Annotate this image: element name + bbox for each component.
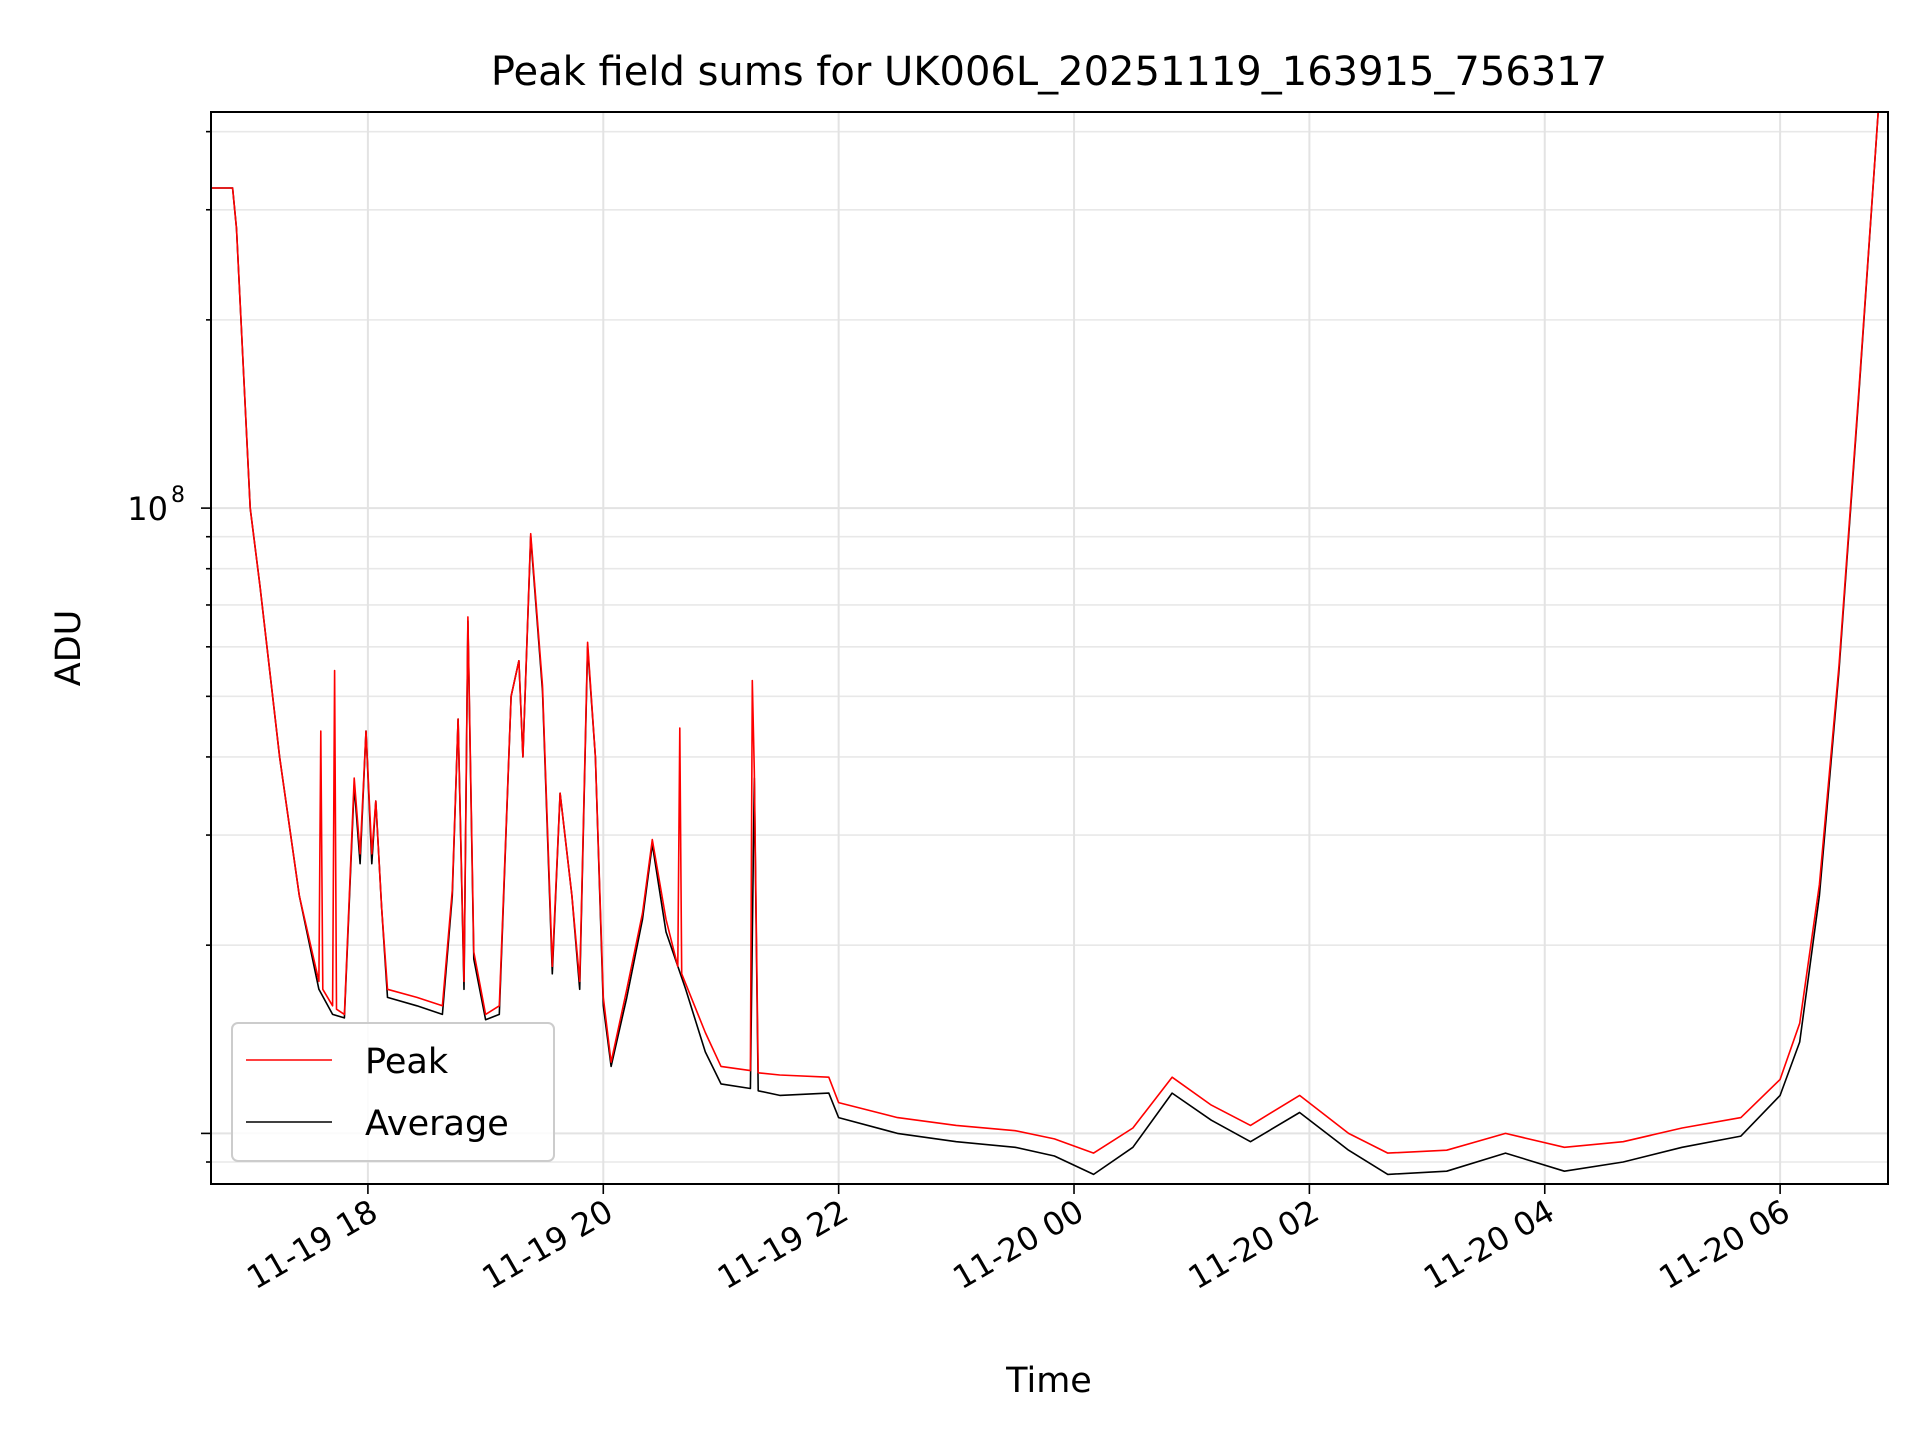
series-line-peak bbox=[211, 112, 1879, 1154]
series-layer bbox=[211, 112, 1879, 1176]
legend-box bbox=[231, 1022, 555, 1162]
y-axis-label: ADU bbox=[49, 610, 89, 687]
legend-label-peak: Peak bbox=[365, 1042, 449, 1082]
plot-background bbox=[211, 112, 1888, 1184]
y-tick-label-base: 10 bbox=[127, 490, 168, 528]
chart-title: Peak field sums for UK006L_20251119_1639… bbox=[491, 49, 1607, 95]
plot-frame bbox=[210, 111, 1889, 1185]
legend: Peak Average bbox=[231, 1022, 555, 1162]
legend-label-average: Average bbox=[365, 1104, 509, 1144]
y-tick-label: 10 8 bbox=[127, 483, 185, 528]
y-tick-label-exponent: 8 bbox=[171, 483, 185, 508]
x-axis-label: Time bbox=[1005, 1361, 1092, 1401]
